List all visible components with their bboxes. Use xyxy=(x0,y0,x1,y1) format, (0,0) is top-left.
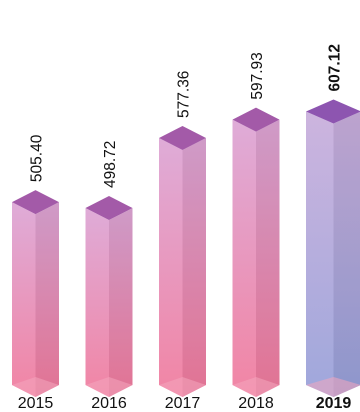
bar-2016-right-face xyxy=(109,208,133,397)
x-tick-2015: 2015 xyxy=(18,395,54,412)
value-label-2017: 577.36 xyxy=(176,71,193,118)
value-label-2018: 597.93 xyxy=(249,52,266,99)
bar-2018-right-shade xyxy=(256,119,280,397)
bar-2018-top-cap xyxy=(232,107,280,132)
bars-group xyxy=(12,99,360,397)
bar-2019-right-face xyxy=(333,111,360,397)
x-tick-2018: 2018 xyxy=(238,395,274,412)
x-tick-2019: 2019 xyxy=(316,395,352,412)
bar-2018-left-face xyxy=(232,119,256,397)
bar-2015-top-cap xyxy=(12,190,59,215)
bar-2018-right-face xyxy=(256,119,280,397)
bar-2019-top-cap xyxy=(306,99,360,124)
bar-2019-base xyxy=(306,377,360,397)
bar-2019-right-shade xyxy=(333,111,360,397)
value-label-2015: 505.40 xyxy=(29,134,46,182)
x-tick-labels-group: 2015 2016 2017 2018 2019 xyxy=(18,395,352,412)
bar-2016-top-cap xyxy=(85,196,133,221)
bar-2017 xyxy=(159,125,206,397)
bar-2016-base xyxy=(85,377,133,397)
bar-2015 xyxy=(12,190,59,397)
bar-2018-base xyxy=(232,377,280,397)
value-labels-group: 505.40 498.72 577.36 597.93 607.12 xyxy=(29,44,344,188)
value-label-2019: 607.12 xyxy=(327,44,344,91)
bar-2018 xyxy=(232,107,280,397)
bar-2015-base xyxy=(12,377,59,397)
bar-2017-right-shade xyxy=(182,137,206,397)
x-tick-2016: 2016 xyxy=(91,395,127,412)
bar-2015-left-face xyxy=(12,202,36,397)
bar-2016-left-face xyxy=(85,208,109,397)
bar-2017-base xyxy=(159,377,206,397)
bar-2016-right-shade xyxy=(109,208,133,397)
bar-2015-right-shade xyxy=(35,202,59,397)
bar-2015-right-face xyxy=(35,202,59,397)
bar-2017-top-cap xyxy=(159,125,206,150)
bar-2017-right-face xyxy=(182,137,206,397)
bar-2019 xyxy=(306,99,360,397)
bar-2016 xyxy=(85,196,133,397)
bar-2019-left-face xyxy=(306,111,334,397)
bar-2017-left-face xyxy=(159,137,183,397)
value-label-2016: 498.72 xyxy=(102,141,119,188)
x-tick-2017: 2017 xyxy=(165,395,201,412)
